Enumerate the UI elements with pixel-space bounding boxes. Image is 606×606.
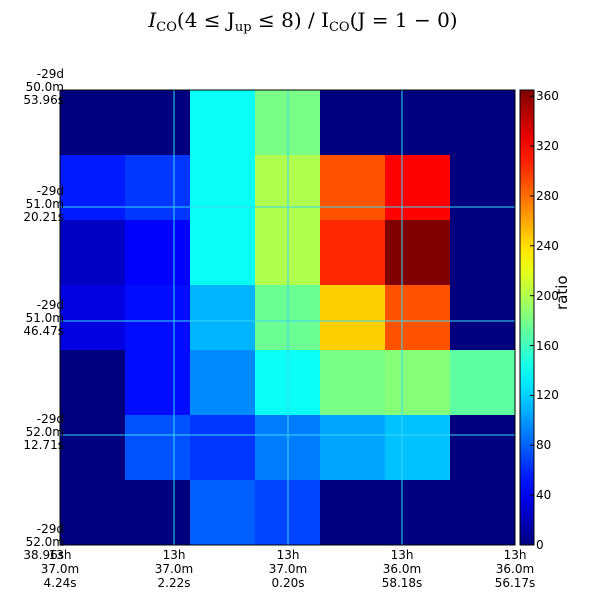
- y-tick-label-line: -29d: [36, 412, 64, 426]
- y-tick-label-line: 38.96s: [23, 548, 64, 562]
- heatmap-cell: [190, 415, 256, 481]
- heatmap-cell: [190, 90, 256, 156]
- x-tick-label-line: 37.0m: [40, 562, 80, 576]
- heatmap-cell: [125, 480, 191, 546]
- heatmap-cell: [320, 415, 386, 481]
- colorbar-tick-label: 360: [536, 89, 559, 104]
- heatmap-cell: [190, 155, 256, 221]
- x-tick-label-line: 36.0m: [382, 562, 422, 576]
- x-tick-label-line: 37.0m: [268, 562, 308, 576]
- heatmap-cell: [320, 220, 386, 286]
- heatmap-cell: [60, 415, 126, 481]
- heatmap-cell: [125, 285, 191, 351]
- colorbar-tick-label: 0: [536, 538, 544, 552]
- plot-frame: [59, 89, 516, 546]
- heatmap-cell: [320, 480, 386, 546]
- heatmap-cell: [385, 350, 451, 416]
- y-tick-label-line: 46.47s: [23, 324, 64, 338]
- heatmap-cell: [125, 90, 191, 156]
- heatmap-cell: [450, 350, 516, 416]
- y-tick-label-line: -29d: [36, 298, 64, 312]
- heatmap-cell: [60, 220, 126, 286]
- heatmap-cell: [320, 350, 386, 416]
- x-tick-label-line: 2.22s: [157, 576, 191, 590]
- x-tick-label-line: 13h: [276, 548, 300, 562]
- chart-title: ICO(4 ≤ Jup ≤ 8) / ICO(J = 1 − 0): [148, 8, 458, 35]
- heatmap-cell: [125, 220, 191, 286]
- heatmap-cell: [190, 480, 256, 546]
- heatmap-cell: [60, 285, 126, 351]
- x-tick-label-line: 37.0m: [154, 562, 194, 576]
- x-tick-label: 13h 37.0m 0.20s: [253, 548, 323, 590]
- x-tick-label: 13h 36.0m 58.18s: [367, 548, 437, 590]
- heatmap-cell: [385, 90, 451, 156]
- x-tick-label-line: 36.0m: [495, 562, 535, 576]
- y-tick-label-line: -29d: [36, 522, 64, 536]
- y-tick-label-line: 20.21s: [23, 210, 64, 224]
- heatmap-cell: [60, 480, 126, 546]
- heatmap-cell: [320, 155, 386, 221]
- colorbar-tick-label: 320: [536, 139, 559, 154]
- colorbar-tick-label: 280: [536, 188, 559, 203]
- colorbar-tick-label: 40: [536, 488, 552, 503]
- y-tick-label-line: -29d: [36, 67, 64, 81]
- heatmap-cell: [190, 350, 256, 416]
- heatmap-cell: [385, 415, 451, 481]
- heatmap-cell: [450, 155, 516, 221]
- x-tick-label-line: 13h: [48, 548, 72, 562]
- y-tick-label: -29d 52.0m 12.71s: [4, 413, 64, 452]
- heatmap-cell: [450, 90, 516, 156]
- y-tick-label: -29d 51.0m 46.47s: [4, 299, 64, 338]
- y-tick-label-line: 51.0m: [25, 197, 64, 211]
- heatmap-cell: [320, 90, 386, 156]
- heatmap-cell: [385, 480, 451, 546]
- colorbar-tick-label: 80: [536, 438, 552, 453]
- y-tick-label-line: -29d: [36, 184, 64, 198]
- heatmap-cell: [385, 285, 451, 351]
- heatmap-cell: [60, 155, 126, 221]
- heatmap-cell: [125, 155, 191, 221]
- heatmap-cell: [450, 220, 516, 286]
- y-tick-label: -29d 51.0m 20.21s: [4, 185, 64, 224]
- y-tick-label-line: 52.0m: [25, 425, 64, 439]
- heatmap-cell: [190, 285, 256, 351]
- x-tick-label-line: 56.17s: [494, 576, 536, 590]
- heatmap-cell: [125, 415, 191, 481]
- x-tick-label-line: 13h: [390, 548, 414, 562]
- y-tick-label-line: 53.96s: [23, 93, 64, 107]
- x-tick-label: 13h 36.0m 56.17s: [480, 548, 550, 590]
- heatmap-cell: [60, 90, 126, 156]
- heatmap-cell: [385, 155, 451, 221]
- y-tick-label-line: 50.0m: [25, 80, 64, 94]
- x-tick-label-line: 4.24s: [43, 576, 77, 590]
- y-tick-label: -29d 52.0m 38.96s: [4, 523, 64, 562]
- colorbar-tick-label: 160: [536, 338, 559, 353]
- colorbar: [519, 89, 535, 546]
- heatmap-cell: [450, 480, 516, 546]
- x-tick-label: 13h 37.0m 2.22s: [139, 548, 209, 590]
- y-tick-label-line: 52.0m: [25, 535, 64, 549]
- heatmap-cell: [190, 220, 256, 286]
- heatmap-cell: [125, 350, 191, 416]
- x-tick-label-line: 58.18s: [381, 576, 423, 590]
- y-tick-label: -29d 50.0m 53.96s: [4, 68, 64, 107]
- heatmap-cell: [385, 220, 451, 286]
- colorbar-label: ratio: [553, 275, 571, 310]
- x-tick-label-line: 13h: [503, 548, 527, 562]
- colorbar-tick-label: 200: [536, 288, 559, 303]
- colorbar-tick-label: 240: [536, 238, 559, 253]
- heatmap-cell: [450, 285, 516, 351]
- heatmap-cell: [60, 350, 126, 416]
- heatmap-cell: [320, 285, 386, 351]
- x-tick-label-line: 0.20s: [271, 576, 305, 590]
- x-tick-label-line: 13h: [162, 548, 186, 562]
- colorbar-tick-label: 120: [536, 388, 559, 403]
- y-tick-label-line: 12.71s: [23, 438, 64, 452]
- heatmap-cell: [450, 415, 516, 481]
- y-tick-label-line: 51.0m: [25, 311, 64, 325]
- x-tick-label: 13h 37.0m 4.24s: [25, 548, 95, 590]
